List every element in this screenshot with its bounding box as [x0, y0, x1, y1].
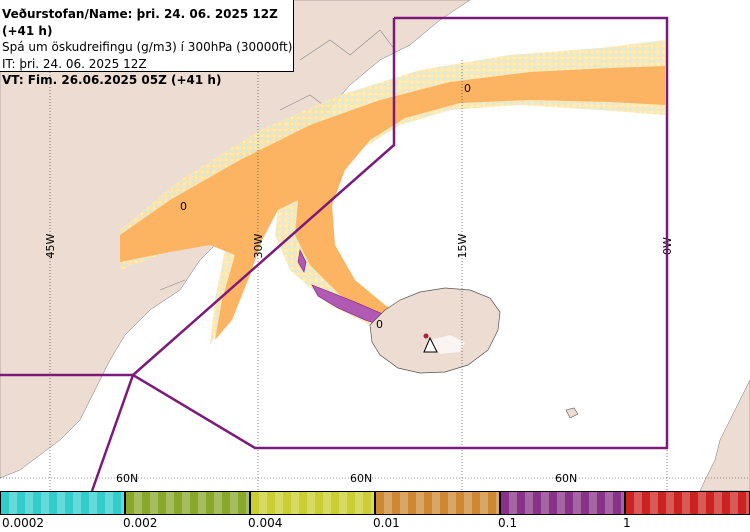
legend-label-0: 0.0002: [2, 516, 44, 530]
legend-label-5: 1: [623, 516, 631, 530]
legend-swatch-5: [625, 491, 750, 515]
legend-swatch-2: [250, 491, 375, 515]
lon-label-45w: 45W: [44, 233, 57, 258]
iceland-land: [369, 287, 501, 374]
legend-label-3: 0.01: [373, 516, 400, 530]
legend-swatch-0: [0, 491, 125, 515]
contour-label-0-a: 0: [180, 200, 187, 213]
ash-plume-core: [120, 66, 665, 340]
lon-label-30w: 30W: [252, 233, 265, 258]
iceland-glacier: [430, 335, 465, 354]
contour-label-0-c: 0: [376, 318, 383, 331]
legend-swatch-1: [125, 491, 250, 515]
header-product-line: Spá um öskudreifingu (g/m3) í 300hPa (30…: [2, 40, 293, 54]
header-vt-line: VT: Fim. 26.06.2025 05Z (+41 h): [2, 73, 222, 87]
lat-label-60n-1: 60N: [116, 472, 138, 485]
legend-swatch-4: [500, 491, 625, 515]
forecast-header: Veðurstofan/Name: þri. 24. 06. 2025 12Z …: [0, 0, 294, 87]
lat-label-60n-2: 60N: [350, 472, 372, 485]
legend-label-4: 0.1: [498, 516, 518, 530]
fir-boundary: [0, 16, 669, 492]
greenland-land: [0, 0, 471, 479]
volcano-icon: [423, 333, 438, 353]
concentration-legend: 0.0002 0.002 0.004 0.01 0.1 1: [0, 491, 750, 532]
header-it-line: IT: þri. 24. 06. 2025 12Z: [2, 56, 147, 71]
faroe-islands: [565, 407, 579, 419]
lat-label-60n-3: 60N: [555, 472, 577, 485]
legend-label-1: 0.002: [123, 516, 158, 530]
lon-label-15w: 15W: [456, 233, 469, 258]
legend-label-2: 0.004: [248, 516, 283, 530]
legend-swatch-3: [375, 491, 500, 515]
contour-label-0-b: 0: [464, 82, 471, 95]
graticule: [0, 60, 750, 491]
header-name-line: Veðurstofan/Name: þri. 24. 06. 2025 12Z …: [2, 7, 278, 38]
